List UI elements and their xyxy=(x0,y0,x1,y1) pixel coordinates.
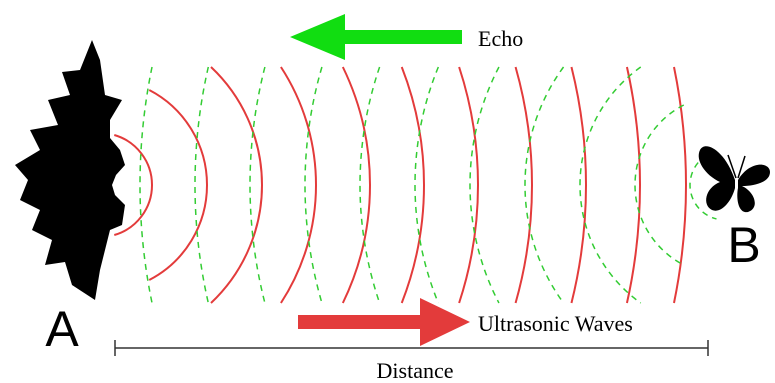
ultrasonic-wave xyxy=(281,67,316,303)
echo-wave xyxy=(580,67,641,303)
waves xyxy=(114,67,716,303)
point-b-label: B xyxy=(727,217,760,273)
echo-wave xyxy=(415,67,438,303)
ultrasonic-wave xyxy=(402,67,424,303)
distance-line xyxy=(115,340,708,356)
bat-silhouette xyxy=(15,40,125,300)
ultrasonic-wave xyxy=(459,67,478,303)
ultrasonic-wave xyxy=(516,67,532,303)
echo-label: Echo xyxy=(478,26,523,51)
ultrasonic-wave xyxy=(211,67,262,303)
echo-wave xyxy=(305,67,322,303)
ultrasonic-arrow xyxy=(298,298,470,346)
echo-arrow xyxy=(290,14,462,60)
echo-wave xyxy=(635,105,684,265)
echo-wave xyxy=(525,67,564,303)
ultrasonic-wave xyxy=(674,67,686,303)
diagram: Echo Ultrasonic Waves Distance A B xyxy=(0,0,775,383)
ultrasonic-wave xyxy=(149,90,207,280)
butterfly-silhouette xyxy=(699,146,770,212)
echo-wave xyxy=(140,67,152,303)
ultrasonic-label: Ultrasonic Waves xyxy=(478,311,633,336)
ultrasonic-wave xyxy=(571,67,586,303)
ultrasonic-wave xyxy=(343,67,370,303)
echo-wave xyxy=(470,67,499,303)
ultrasonic-wave xyxy=(627,67,640,303)
distance-label: Distance xyxy=(377,358,454,383)
point-a-label: A xyxy=(45,301,79,357)
